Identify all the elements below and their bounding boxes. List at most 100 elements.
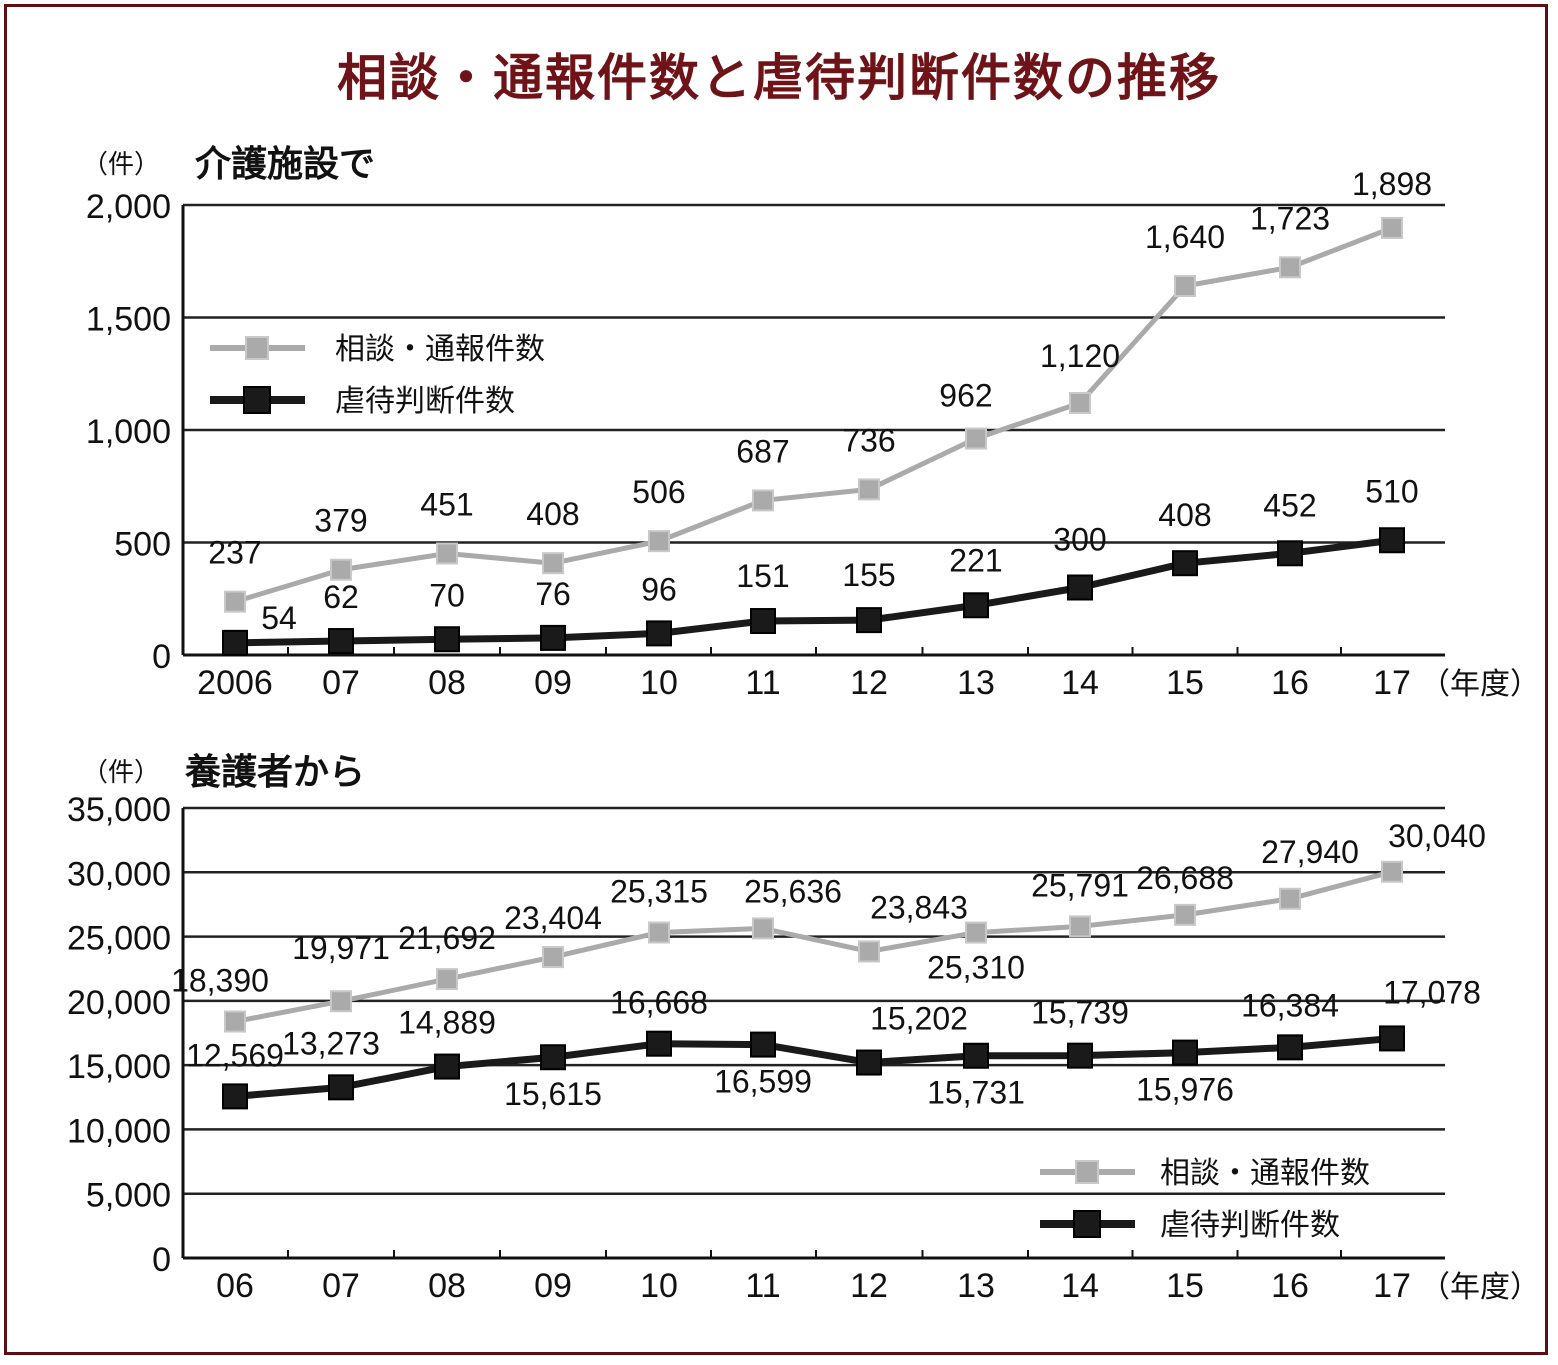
data-label: 25,315 [610,874,708,910]
data-label: 408 [1158,497,1211,533]
data-point [1277,1034,1303,1061]
data-label: 96 [641,571,677,607]
y-tick-label: 25,000 [67,920,171,958]
data-label: 155 [842,557,895,593]
data-label: 17,078 [1383,974,1481,1010]
y-tick-label: 2,000 [86,188,171,226]
y-tick-label: 1,000 [86,413,171,451]
legend-label: 相談・通報件数 [1160,1157,1370,1190]
data-point [963,592,989,619]
data-label: 15,976 [1136,1072,1234,1108]
data-label: 15,739 [1031,995,1129,1031]
data-label: 237 [208,535,261,571]
series-line [234,1034,1393,1100]
legend-marker [245,336,269,360]
data-point [752,489,774,512]
data-label: 25,310 [927,950,1025,986]
data-label: 379 [314,503,367,539]
data-label: 26,688 [1136,860,1234,896]
data-point [1379,527,1405,554]
data-point [330,990,352,1013]
y-tick-label: 0 [152,1241,171,1279]
x-tick-label: 12 [850,1267,888,1305]
data-label: 510 [1365,473,1418,509]
legend-label: 虐待判断件数 [335,385,515,418]
data-point [1174,275,1196,297]
x-tick-label: 08 [428,1267,466,1305]
data-label: 451 [420,487,473,523]
data-point [646,620,672,647]
data-point [540,1044,566,1071]
data-point [1174,903,1196,926]
x-tick-label: 14 [1061,1267,1099,1305]
data-label: 300 [1053,522,1106,558]
data-label: 962 [939,378,992,414]
data-point [858,940,880,963]
x-tick-label: 14 [1061,664,1099,702]
data-label: 15,202 [870,1001,968,1037]
legend-marker [243,386,271,414]
data-point [1172,1039,1198,1066]
data-label: 1,723 [1250,200,1330,236]
data-label: 14,889 [398,1005,496,1041]
x-unit-label: （年度） [1420,1271,1540,1304]
data-label: 221 [949,542,1002,578]
data-point [1069,392,1091,414]
y-tick-label: 30,000 [67,855,171,893]
x-tick-label: 09 [534,1267,572,1305]
data-point [646,1030,672,1057]
y-tick-label: 20,000 [67,984,171,1022]
y-tick-label: 15,000 [67,1048,171,1086]
y-tick-label: 0 [152,638,171,676]
legend-marker [1073,1210,1101,1238]
data-label: 30,040 [1388,818,1486,854]
data-point [750,608,776,635]
data-label: 16,599 [714,1064,812,1100]
data-label: 736 [842,422,895,458]
series-line [234,869,1393,1025]
legend-marker [1075,1160,1099,1184]
x-tick-label: 10 [640,664,678,702]
x-unit-label: （年度） [1420,668,1540,701]
data-label: 23,404 [504,900,602,936]
data-point [434,626,460,653]
data-point [222,1083,248,1110]
chart-title: 養護者から [185,751,365,792]
legend-label: 虐待判断件数 [1160,1209,1340,1242]
x-tick-label: 06 [216,1267,254,1305]
data-label: 70 [429,577,465,613]
series-line [234,536,1393,647]
data-point [750,1031,776,1058]
data-point [856,1049,882,1076]
data-point [648,921,670,944]
data-point [858,478,880,501]
data-point [328,628,354,655]
data-point [965,921,987,944]
data-label: 25,636 [744,873,842,909]
data-point [1067,1042,1093,1069]
outer-frame [4,4,1548,1355]
data-point [1279,256,1301,279]
x-tick-label: 13 [957,1267,995,1305]
data-point [1279,887,1301,910]
data-point [542,946,564,969]
data-label: 62 [323,579,359,615]
data-label: 12,569 [186,1037,284,1073]
data-label: 21,692 [398,920,496,956]
data-label: 76 [535,576,571,612]
data-point [1277,540,1303,567]
data-label: 506 [632,474,685,510]
data-label: 1,120 [1040,338,1120,374]
main-title: 相談・通報件数と虐待判断件数の推移 [337,49,1221,107]
data-label: 18,390 [171,963,269,999]
x-tick-label: 16 [1271,664,1309,702]
x-tick-label: 15 [1166,664,1204,702]
x-tick-label: 17 [1373,664,1411,702]
x-tick-label: 11 [745,664,780,702]
x-tick-label: 17 [1373,1267,1411,1305]
data-label: 23,843 [870,889,968,925]
x-tick-label: 16 [1271,1267,1309,1305]
x-tick-label: 2006 [197,664,273,702]
legend-label: 相談・通報件数 [335,333,545,366]
